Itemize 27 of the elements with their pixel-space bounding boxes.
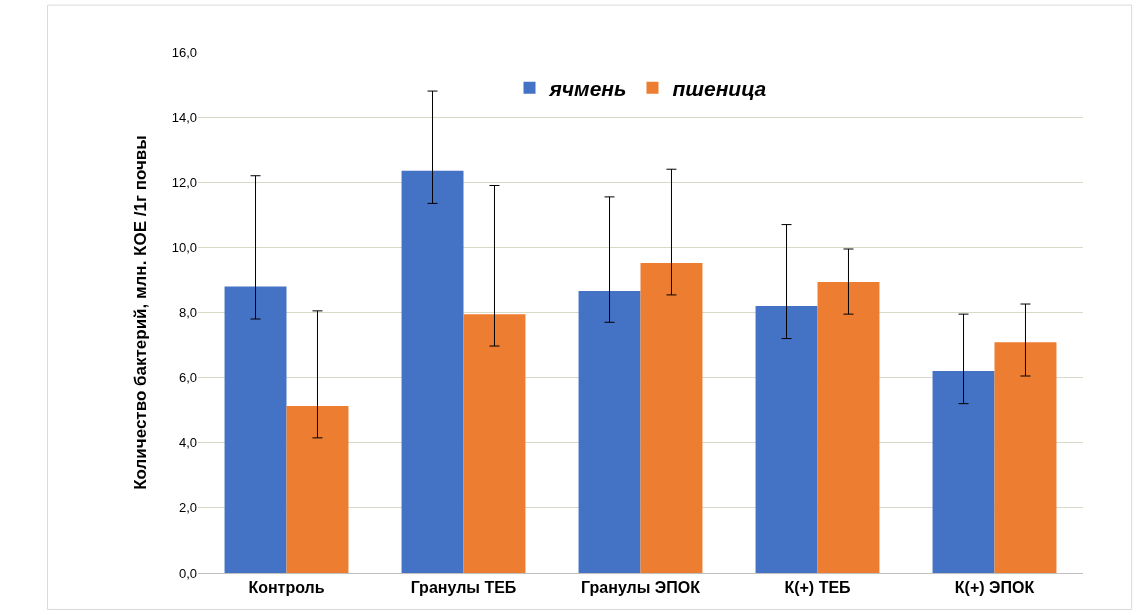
bar bbox=[932, 371, 995, 573]
bar bbox=[755, 305, 818, 573]
bar bbox=[640, 263, 703, 573]
y-tick-label: 10,0 bbox=[171, 239, 197, 255]
bar bbox=[817, 281, 880, 573]
y-tick-label: 14,0 bbox=[171, 109, 197, 125]
bar bbox=[224, 286, 287, 573]
bar bbox=[463, 314, 526, 573]
y-tick-label: 8,0 bbox=[178, 305, 197, 321]
y-axis-title: Количество бактерий, млн. КОЕ /1г почвы bbox=[131, 135, 151, 490]
x-tick-label: Гранулы ЭПОК bbox=[581, 579, 701, 597]
bar bbox=[401, 170, 464, 573]
bar bbox=[286, 405, 349, 573]
y-tick-label: 0,0 bbox=[178, 565, 197, 581]
x-tick-label: Гранулы ТЕБ bbox=[410, 579, 517, 597]
legend-label: пшеница bbox=[672, 76, 767, 100]
y-tick-label: 2,0 bbox=[178, 500, 197, 516]
bar bbox=[578, 291, 641, 573]
x-tick-label: Контроль bbox=[248, 579, 325, 597]
y-tick-label: 16,0 bbox=[171, 44, 197, 60]
x-tick-label: К(+) ТЕБ bbox=[784, 579, 851, 597]
y-tick-label: 12,0 bbox=[171, 174, 197, 190]
legend-label: ячмень bbox=[548, 76, 627, 100]
y-tick-label: 4,0 bbox=[178, 435, 197, 451]
bar bbox=[994, 342, 1057, 573]
x-tick-label: К(+) ЭПОК bbox=[954, 579, 1035, 597]
y-tick-label: 6,0 bbox=[178, 370, 197, 386]
